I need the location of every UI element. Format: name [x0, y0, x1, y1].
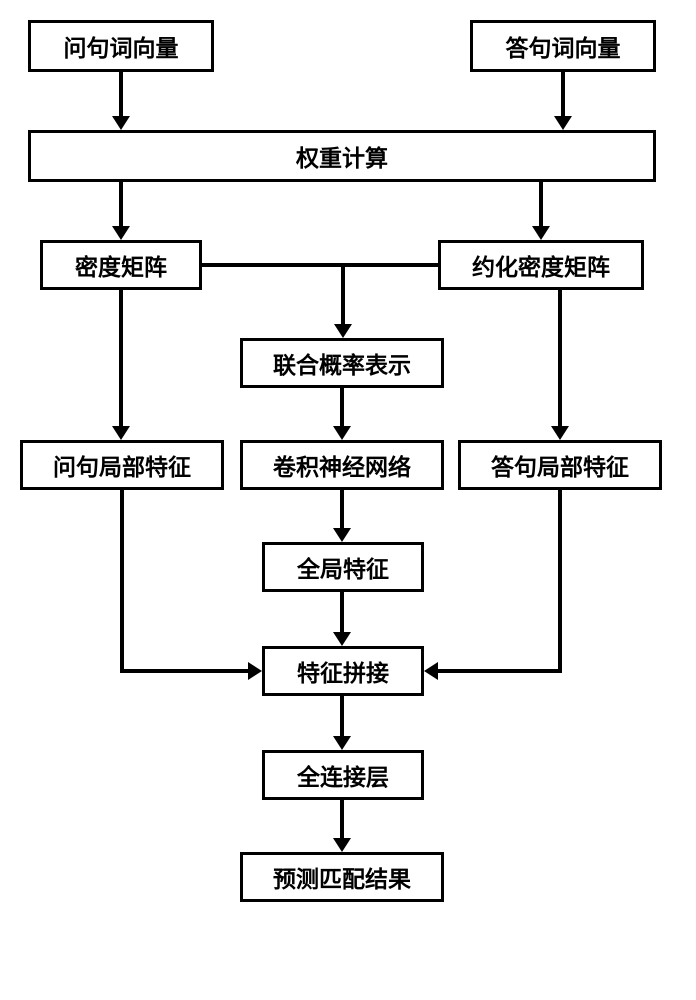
node-red_density: 约化密度矩阵 — [438, 240, 644, 290]
node-q_vec: 问句词向量 — [28, 20, 214, 72]
node-a_vec: 答句词向量 — [470, 20, 656, 72]
node-joint_prob: 联合概率表示 — [240, 338, 444, 388]
node-density: 密度矩阵 — [40, 240, 202, 290]
node-fc: 全连接层 — [262, 750, 424, 800]
node-cnn: 卷积神经网络 — [240, 440, 444, 490]
node-q_local: 问句局部特征 — [20, 440, 224, 490]
node-a_local: 答句局部特征 — [458, 440, 662, 490]
node-concat: 特征拼接 — [262, 646, 424, 696]
node-predict: 预测匹配结果 — [240, 852, 444, 902]
node-global_feat: 全局特征 — [262, 542, 424, 592]
node-weight: 权重计算 — [28, 130, 656, 182]
